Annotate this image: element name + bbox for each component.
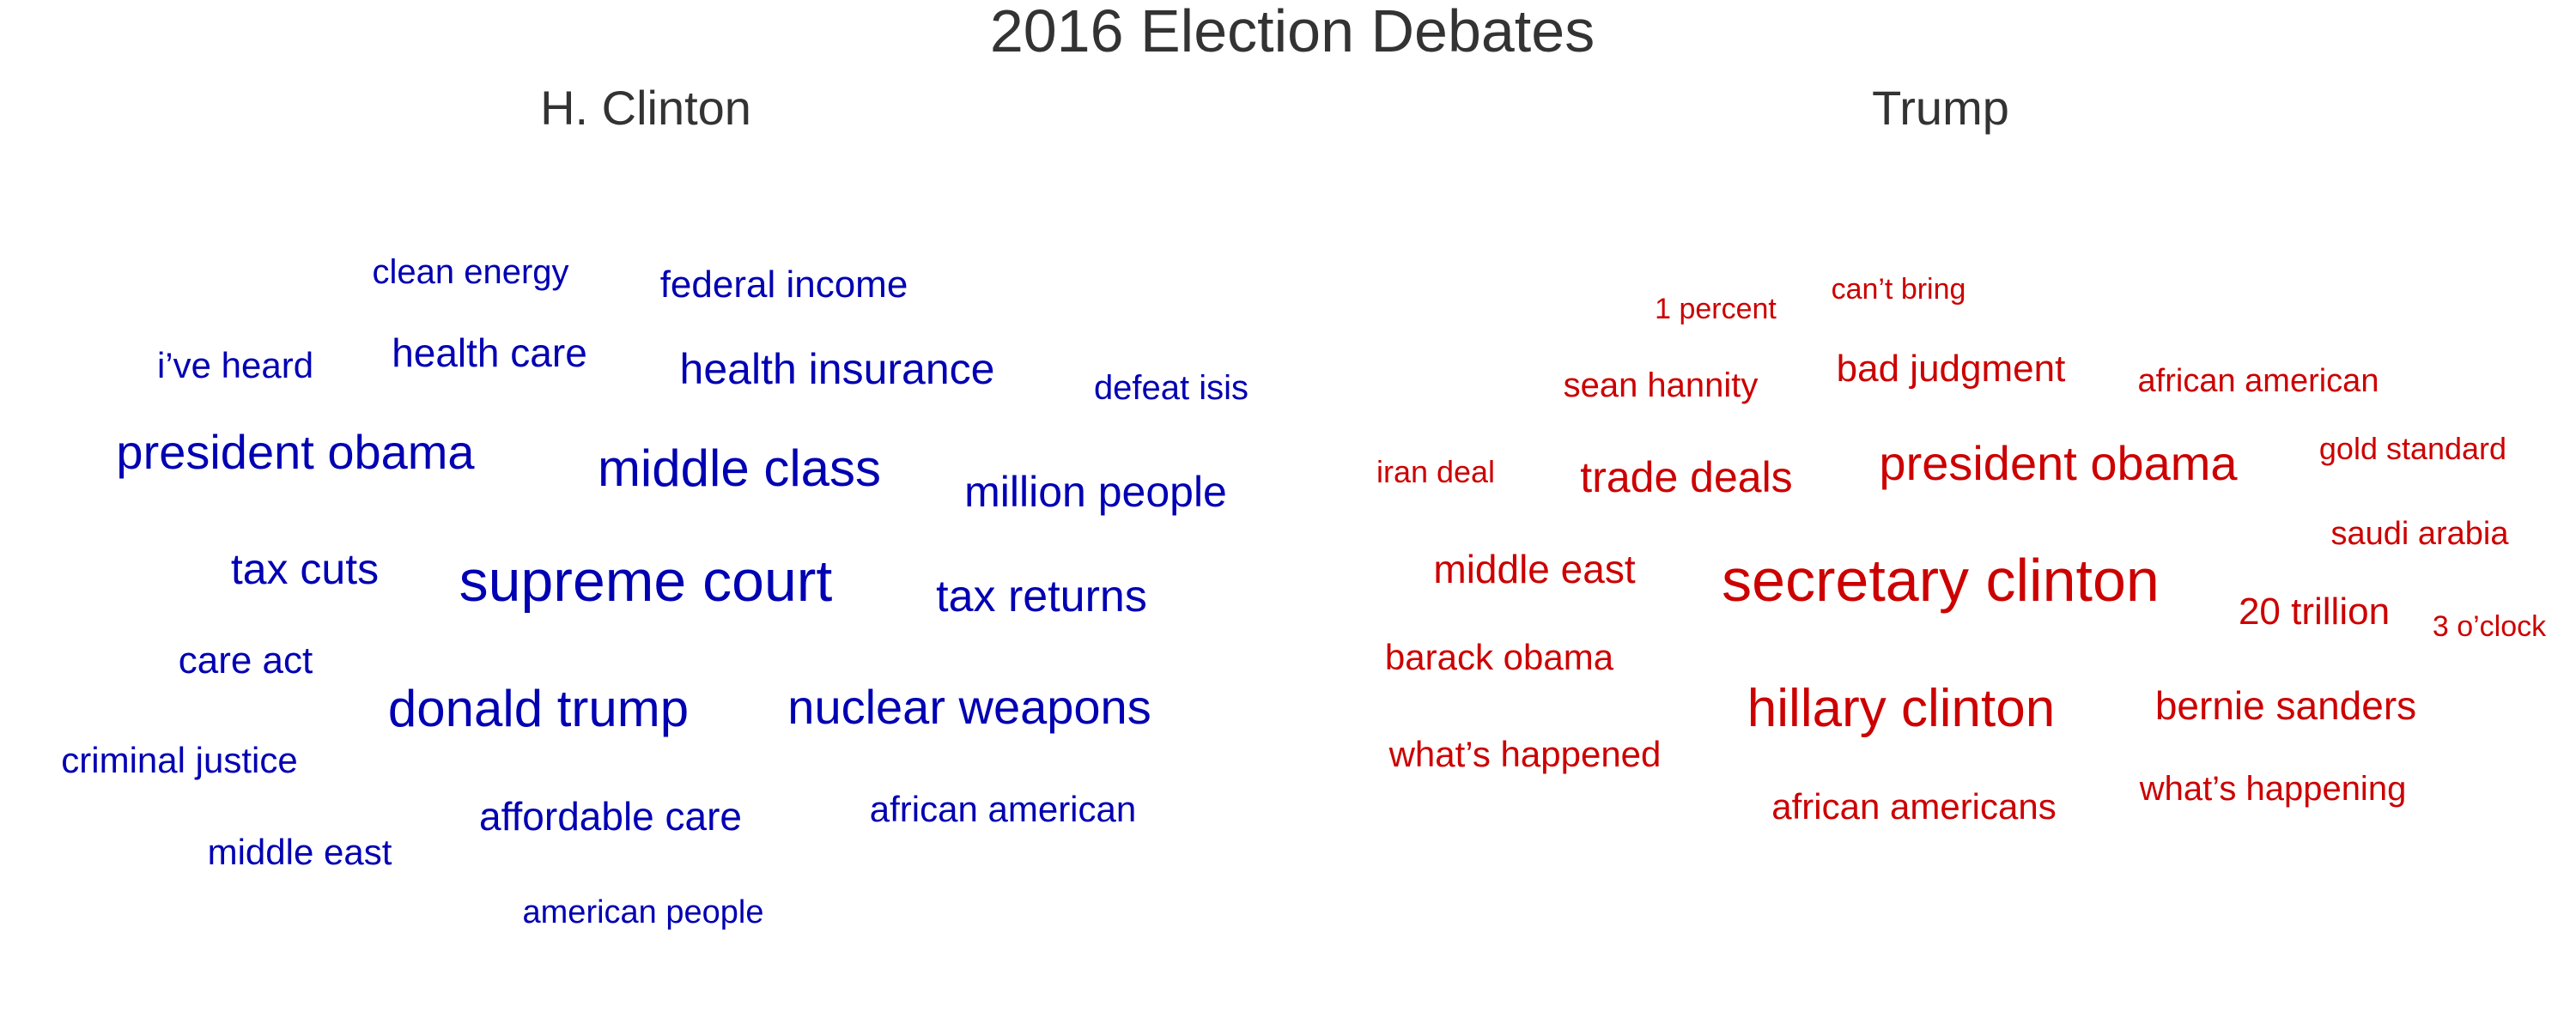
- clinton-word-federal-income: federal income: [660, 264, 908, 306]
- clinton-word-african-american: african american: [870, 789, 1136, 829]
- clinton-word-president-obama: president obama: [116, 425, 475, 479]
- trump-word-african-american: african american: [2138, 363, 2379, 399]
- clinton-word-i-ve-heard: i’ve heard: [157, 345, 313, 385]
- trump-word-cloud: secretary clinton hillary clinton presiden…: [1376, 273, 2547, 827]
- clinton-word-health-care: health care: [392, 330, 587, 375]
- trump-word-bad-judgment: bad judgment: [1837, 348, 2066, 390]
- clinton-word-criminal-justice: criminal justice: [61, 740, 297, 780]
- chart-title: 2016 Election Debates: [990, 0, 1595, 64]
- clinton-word-affordable-care: affordable care: [479, 794, 742, 839]
- trump-word-trade-deals: trade deals: [1580, 453, 1792, 501]
- trump-word-1-percent: 1 percent: [1655, 293, 1777, 325]
- trump-word-what-s-happening: what’s happening: [2139, 770, 2407, 808]
- clinton-word-supreme-court: supreme court: [459, 548, 833, 614]
- clinton-word-donald-trump: donald trump: [388, 680, 689, 737]
- trump-word-middle-east: middle east: [1433, 547, 1635, 591]
- trump-word-3-o-clock: 3 o’clock: [2433, 610, 2547, 643]
- clinton-word-clean-energy: clean energy: [372, 253, 568, 291]
- clinton-word-health-insurance: health insurance: [680, 345, 995, 393]
- trump-word-what-s-happened: what’s happened: [1388, 734, 1662, 774]
- clinton-word-million-people: million people: [964, 468, 1227, 516]
- clinton-word-middle-class: middle class: [598, 439, 881, 497]
- clinton-word-american-people: american people: [523, 894, 764, 930]
- trump-word-president-obama: president obama: [1879, 436, 2238, 490]
- clinton-word-nuclear-weapons: nuclear weapons: [787, 680, 1151, 734]
- trump-word-hillary-clinton: hillary clinton: [1747, 679, 2055, 738]
- trump-word-barack-obama: barack obama: [1385, 637, 1614, 677]
- trump-word-african-americans: african americans: [1771, 786, 2056, 827]
- panel-title-clinton: H. Clinton: [540, 81, 751, 135]
- clinton-word-defeat-isis: defeat isis: [1094, 369, 1249, 407]
- clinton-word-cloud: supreme court middle class donald trump nuc…: [61, 253, 1249, 930]
- panel-title-trump: Trump: [1872, 81, 2009, 135]
- trump-word-bernie-sanders: bernie sanders: [2155, 683, 2416, 728]
- clinton-word-middle-east: middle east: [208, 832, 392, 872]
- clinton-word-tax-returns: tax returns: [936, 572, 1147, 621]
- trump-word-20-trillion: 20 trillion: [2239, 591, 2390, 633]
- trump-word-saudi-arabia: saudi arabia: [2330, 516, 2509, 552]
- trump-word-can-t-bring: can’t bring: [1832, 273, 1966, 306]
- trump-word-secretary-clinton: secretary clinton: [1722, 547, 2160, 614]
- trump-word-gold-standard: gold standard: [2319, 431, 2506, 466]
- clinton-word-tax-cuts: tax cuts: [231, 545, 379, 593]
- trump-word-iran-deal: iran deal: [1376, 454, 1495, 489]
- clinton-word-care-act: care act: [179, 639, 313, 682]
- trump-word-sean-hannity: sean hannity: [1564, 367, 1759, 404]
